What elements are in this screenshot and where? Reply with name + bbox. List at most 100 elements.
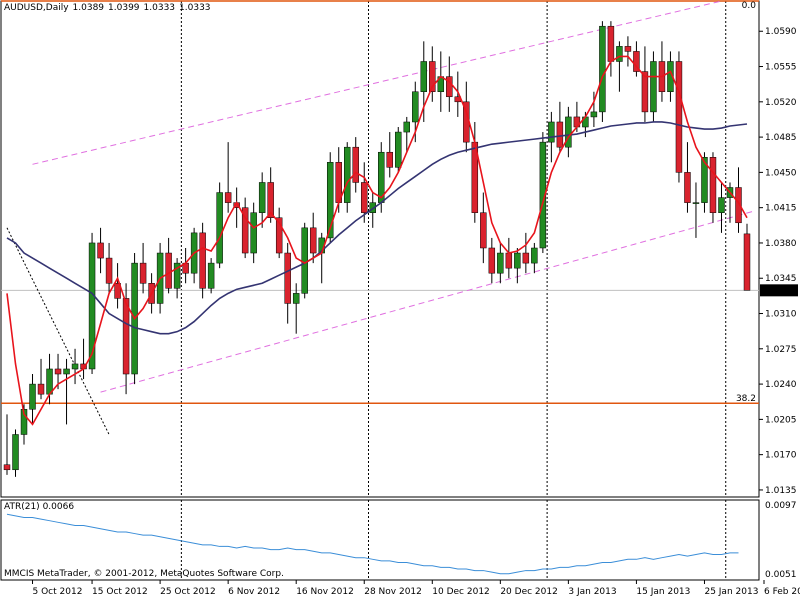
candle-body	[480, 212, 487, 249]
x-tick-label: 25 Oct 2012	[160, 587, 216, 597]
candle-body	[607, 25, 615, 62]
y-tick-label: 1.0520	[765, 98, 797, 108]
y-tick-label: 1.0555	[765, 63, 797, 73]
candle-body	[590, 111, 598, 118]
candle-body	[624, 46, 632, 52]
atr-scale-bottom: 0.0051	[765, 570, 797, 580]
candle-body	[369, 202, 376, 213]
candle-body	[420, 61, 428, 92]
candle-body	[37, 383, 45, 395]
candle-body	[250, 212, 257, 254]
candle-body	[361, 182, 368, 213]
candle-body	[71, 363, 79, 370]
candle-body	[743, 233, 751, 291]
atr-line	[6, 513, 739, 575]
fibonacci-levels: 0.0 38.2	[1, 0, 759, 404]
candle-body	[165, 252, 172, 289]
x-tick-label: 5 Oct 2012	[33, 587, 83, 597]
candle-body	[344, 146, 351, 203]
current-price-label: 1.0333	[763, 286, 795, 296]
x-tick-label: 6 Feb 2013	[764, 587, 800, 597]
candle-body	[539, 141, 547, 249]
y-tick-label: 1.0310	[765, 310, 797, 320]
candle-body	[216, 192, 223, 264]
fib-label-38: 38.2	[736, 394, 756, 404]
atr-scale-top: 0.0097	[765, 501, 797, 511]
candle-body	[97, 242, 104, 259]
price-pane	[0, 0, 760, 581]
fib-label-0: 0.0	[742, 1, 757, 11]
candle-body	[446, 76, 453, 98]
y-tick-label: 1.0590	[765, 27, 797, 37]
candle-body	[46, 368, 53, 395]
candle-body	[258, 182, 266, 213]
current-price-box	[760, 284, 798, 297]
candle-body	[505, 252, 513, 269]
channel-lower	[100, 210, 756, 393]
indicator-header: ATR(21) 0.0066	[4, 502, 74, 512]
candle-body	[3, 464, 11, 471]
moving-averages	[6, 55, 748, 426]
x-tick-label: 25 Jan 2013	[704, 587, 758, 597]
ma-slow-line	[6, 121, 748, 335]
atr-pane-border	[0, 499, 760, 581]
candle-body	[616, 46, 623, 62]
candle-body	[395, 131, 402, 168]
candle-body	[105, 257, 113, 284]
x-tick-label: 16 Nov 2012	[296, 587, 354, 597]
atr-pane: 0.0097 0.0051	[6, 501, 797, 580]
candle-body	[88, 242, 96, 370]
x-tick-label: 10 Dec 2012	[432, 587, 490, 597]
candle-body	[139, 262, 147, 284]
candle-body	[531, 247, 538, 264]
ma-fast-line	[6, 55, 748, 426]
price-axis: 1.0590 1.0555 1.0520 1.0485 1.0450 1.0415 1.03…	[759, 27, 798, 496]
candle-body	[29, 383, 36, 410]
candle-body	[292, 293, 300, 304]
candle-body	[114, 283, 121, 299]
y-tick-label: 1.0345	[765, 274, 797, 284]
candle-body	[199, 232, 206, 289]
period-separators	[180, 1, 727, 580]
x-tick-label: 20 Dec 2012	[500, 587, 558, 597]
chart-header: AUDUSD,Daily 1.0389 1.0399 1.0333 1.0333	[4, 3, 215, 13]
price-pane-border	[0, 0, 760, 498]
channel-upper	[32, 0, 722, 165]
candle-body	[548, 121, 555, 143]
x-tick-label: 6 Nov 2012	[228, 587, 280, 597]
candle-body	[20, 409, 28, 435]
candle-body	[675, 61, 683, 173]
candle-body	[326, 162, 334, 239]
indicator-label: ATR(21)	[4, 502, 40, 512]
candle-body	[63, 368, 70, 375]
y-tick-label: 1.0135	[765, 486, 797, 496]
open-value: 1.0389	[72, 3, 105, 13]
candle-body	[522, 252, 530, 264]
candle-body	[497, 252, 504, 274]
candle-body	[275, 217, 283, 254]
x-tick-label: 28 Nov 2012	[364, 587, 422, 597]
y-tick-label: 1.0240	[765, 380, 797, 390]
candle-body	[267, 182, 274, 218]
candle-body	[718, 197, 725, 213]
candle-body	[701, 157, 708, 203]
candle-body	[650, 61, 657, 113]
x-tick-label: 15 Jan 2013	[636, 587, 690, 597]
low-value: 1.0333	[143, 3, 176, 13]
indicator-value: 0.0066	[42, 502, 75, 512]
candle-body	[556, 121, 564, 148]
candle-body	[641, 71, 649, 113]
candle-body	[709, 157, 717, 213]
candle-body	[514, 252, 521, 269]
candle-body	[224, 192, 232, 203]
symbol-label: AUDUSD,Daily	[4, 3, 69, 13]
candle-body	[54, 368, 62, 375]
candle-body	[599, 25, 606, 113]
time-axis: 5 Oct 2012 15 Oct 2012 25 Oct 2012 6 Nov 20…	[32, 580, 800, 597]
candle-body	[12, 434, 19, 471]
candle-body	[301, 227, 308, 294]
candle-body	[386, 151, 393, 168]
y-tick-label: 1.0205	[765, 415, 797, 425]
candle-body	[173, 262, 181, 289]
